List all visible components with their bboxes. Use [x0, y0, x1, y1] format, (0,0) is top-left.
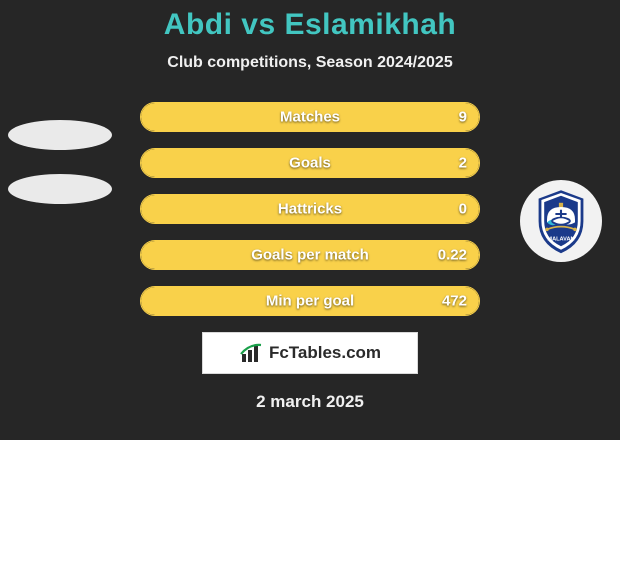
club-crest-icon: MALAVAN — [526, 186, 596, 256]
stat-label: Min per goal — [266, 293, 354, 310]
stat-bar: Hattricks 0 — [140, 194, 480, 224]
bar-chart-icon — [239, 342, 265, 364]
right-club-logo: MALAVAN — [520, 180, 602, 262]
comparison-card: Abdi vs Eslamikhah Club competitions, Se… — [0, 0, 620, 440]
stat-label: Goals — [289, 155, 331, 172]
stat-value: 0.22 — [438, 247, 467, 264]
brand-suffix: Tables.com — [289, 343, 381, 362]
stat-bar: Min per goal 472 — [140, 286, 480, 316]
stat-label: Hattricks — [278, 201, 342, 218]
subtitle: Club competitions, Season 2024/2025 — [0, 54, 620, 72]
brand-prefix: Fc — [269, 343, 289, 362]
left-player-marks — [8, 120, 118, 228]
stat-value: 2 — [459, 155, 467, 172]
stat-bar: Matches 9 — [140, 102, 480, 132]
stat-label: Goals per match — [251, 247, 369, 264]
brand-text: FcTables.com — [269, 343, 381, 363]
date-text: 2 march 2025 — [0, 392, 620, 412]
brand-box[interactable]: FcTables.com — [202, 332, 418, 374]
stat-value: 0 — [459, 201, 467, 218]
stat-value: 472 — [442, 293, 467, 310]
page-title: Abdi vs Eslamikhah — [0, 8, 620, 42]
ellipse-placeholder — [8, 120, 112, 150]
stat-value: 9 — [459, 109, 467, 126]
stat-bars: Matches 9 Goals 2 Hattricks 0 Goals per … — [140, 102, 480, 316]
ellipse-placeholder — [8, 174, 112, 204]
stat-label: Matches — [280, 109, 340, 126]
stat-bar: Goals 2 — [140, 148, 480, 178]
stat-bar: Goals per match 0.22 — [140, 240, 480, 270]
svg-text:MALAVAN: MALAVAN — [547, 237, 574, 243]
